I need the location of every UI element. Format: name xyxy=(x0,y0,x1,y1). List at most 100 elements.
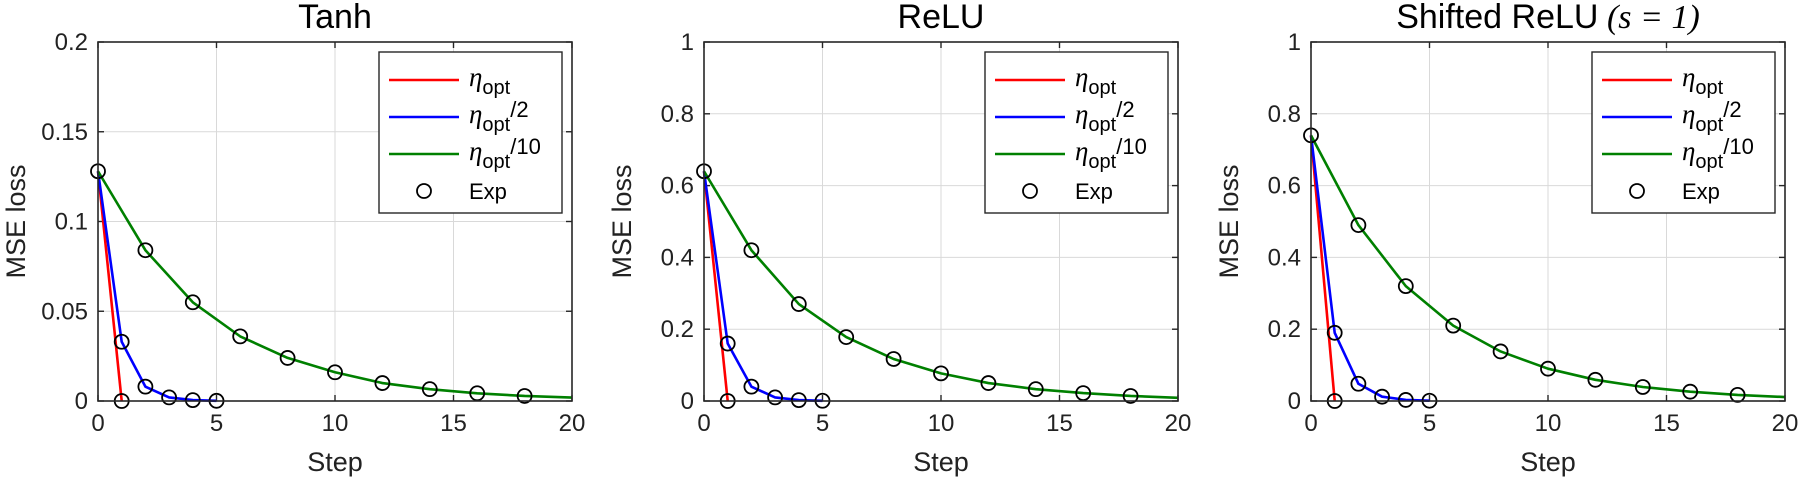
series-line xyxy=(1309,135,1430,403)
x-tick-label: 10 xyxy=(1535,410,1562,437)
series-line xyxy=(702,171,823,403)
data-point xyxy=(767,389,783,406)
legend-item: Exp xyxy=(1629,179,1720,204)
data-point xyxy=(161,389,178,406)
legend-item: ηopt/10 xyxy=(995,134,1147,173)
y-axis-label: MSE loss xyxy=(1214,164,1244,278)
series-line xyxy=(96,170,573,399)
chart-panel-2: 0 5 10 15 20 0 0.2 0.4 0.6 0.8 1 ReLU Step MSE loss ηo… xyxy=(607,0,1191,477)
legend-item: ηopt/10 xyxy=(1602,134,1754,173)
y-axis-label: MSE loss xyxy=(607,164,637,278)
x-tick-label: 20 xyxy=(1772,410,1799,437)
legend-box xyxy=(1591,51,1776,214)
legend-item: ηopt/2 xyxy=(1602,97,1742,136)
y-tick-label: 0.2 xyxy=(1268,316,1301,343)
x-tick-label: 15 xyxy=(1046,410,1073,437)
legend-label: ηopt/2 xyxy=(1682,97,1742,136)
data-point xyxy=(1326,324,1343,341)
data-point xyxy=(374,375,391,391)
data-point xyxy=(137,242,154,259)
x-tick-label: 20 xyxy=(1165,410,1192,437)
y-tick-label: 0.4 xyxy=(1268,244,1301,271)
y-tick-label: 0.4 xyxy=(661,244,694,271)
y-tick-label: 0 xyxy=(1288,388,1301,415)
y-tick-label: 0 xyxy=(681,388,694,415)
x-tick-label: 15 xyxy=(440,410,467,437)
series-line xyxy=(96,171,123,402)
x-tick-label: 5 xyxy=(1423,410,1436,437)
chart-title: ReLU xyxy=(898,0,985,36)
plot-frame xyxy=(703,41,1179,402)
y-tick-label: 0.2 xyxy=(661,316,694,343)
plot-frame xyxy=(1310,41,1786,402)
data-point xyxy=(184,392,201,409)
y-tick-label: 0.15 xyxy=(41,119,88,146)
legend-label: Exp xyxy=(1682,179,1720,204)
data-point xyxy=(232,328,249,345)
data-point xyxy=(1397,392,1414,408)
x-tick-label: 0 xyxy=(91,410,104,437)
y-tick-label: 0 xyxy=(75,388,88,415)
data-point xyxy=(1682,383,1699,400)
data-point xyxy=(1397,278,1414,295)
legend-item: ηopt xyxy=(1602,62,1724,99)
legend-label: ηopt/2 xyxy=(1075,97,1135,136)
data-point xyxy=(516,388,533,404)
data-point xyxy=(1587,371,1604,388)
y-tick-label: 0.6 xyxy=(661,173,694,200)
data-point xyxy=(1350,375,1367,392)
data-point xyxy=(279,350,296,366)
data-point xyxy=(838,329,855,345)
legend-label: ηopt/10 xyxy=(469,134,541,173)
data-point xyxy=(1075,385,1092,402)
x-tick-label: 5 xyxy=(210,410,223,437)
y-tick-label: 0.6 xyxy=(1268,173,1301,200)
legend-label: ηopt/2 xyxy=(469,97,529,136)
legend-item: ηopt/10 xyxy=(389,134,541,173)
data-point xyxy=(885,351,902,367)
data-point xyxy=(790,296,807,312)
legend-item: ηopt/2 xyxy=(389,97,529,136)
legend-marker xyxy=(1629,183,1645,199)
x-tick-label: 10 xyxy=(322,410,349,437)
data-point xyxy=(933,365,949,382)
data-point xyxy=(743,242,760,259)
x-tick-label: 5 xyxy=(816,410,829,437)
y-tick-label: 0.8 xyxy=(661,101,694,128)
y-tick-label: 1 xyxy=(681,29,694,56)
x-tick-label: 20 xyxy=(559,410,586,437)
data-point xyxy=(184,294,201,311)
legend-label: ηopt/10 xyxy=(1682,134,1754,173)
legend-marker xyxy=(416,183,432,199)
data-point xyxy=(327,364,343,381)
data-point xyxy=(980,375,997,391)
y-tick-label: 0.05 xyxy=(41,298,88,325)
series-line xyxy=(96,171,217,403)
data-point xyxy=(790,392,807,409)
data-point xyxy=(1634,379,1651,395)
data-point xyxy=(1374,388,1390,405)
legend-label: Exp xyxy=(1075,179,1113,204)
legend-item: ηopt xyxy=(995,62,1117,99)
data-point xyxy=(1122,388,1139,404)
data-point xyxy=(137,378,154,395)
legend-item: Exp xyxy=(416,179,507,204)
x-tick-label: 10 xyxy=(928,410,955,437)
y-tick-label: 1 xyxy=(1288,29,1301,56)
data-point xyxy=(743,378,760,395)
data-point xyxy=(1027,381,1044,398)
legend-item: ηopt/2 xyxy=(995,97,1135,136)
legend-item: ηopt xyxy=(389,62,511,99)
legend-label: ηopt xyxy=(1682,62,1724,99)
chart-panel-1: 0 5 10 15 20 0 0.05 0.1 0.15 0.2 Tanh Step MSE loss η… xyxy=(1,0,585,477)
series-line xyxy=(702,170,1179,400)
data-point xyxy=(1350,217,1367,233)
series-line xyxy=(1309,135,1336,402)
chart-title: Tanh xyxy=(298,0,372,36)
x-tick-label: 0 xyxy=(697,410,710,437)
chart-title: Shifted ReLU (s = 1) xyxy=(1396,0,1700,36)
x-tick-label: 15 xyxy=(1653,410,1680,437)
plot-frame xyxy=(97,41,573,402)
